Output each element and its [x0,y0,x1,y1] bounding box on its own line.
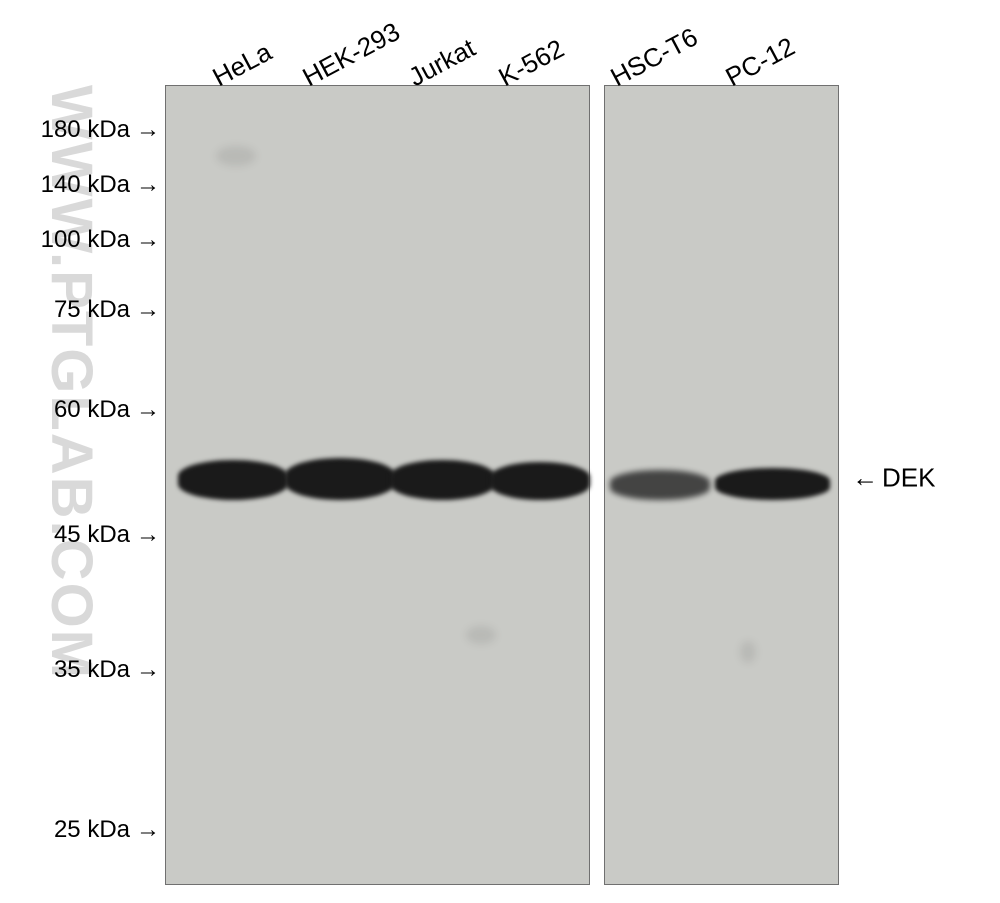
marker-60: 60 kDa → [54,396,160,424]
lane-label-pc12: PC-12 [720,31,800,93]
marker-label: 100 kDa [41,226,130,254]
arrow-right-icon: → [136,816,160,844]
marker-label: 45 kDa [54,521,130,549]
lane-label-jurkat: Jurkat [403,32,480,93]
band-k562 [490,462,590,500]
marker-label: 60 kDa [54,396,130,424]
marker-35: 35 kDa → [54,656,160,684]
protein-pointer: ← DEK [852,463,935,494]
arrow-right-icon: → [136,396,160,424]
band-hsct6 [610,470,710,500]
lane-label-hsct6: HSC-T6 [605,22,702,93]
marker-label: 180 kDa [41,116,130,144]
marker-label: 140 kDa [41,171,130,199]
arrow-right-icon: → [136,226,160,254]
marker-label: 75 kDa [54,296,130,324]
band-hek293 [285,458,395,500]
marker-75: 75 kDa → [54,296,160,324]
protein-label: DEK [882,463,935,494]
marker-label: 35 kDa [54,656,130,684]
western-blot-figure: WWW.PTGLAB.COM 180 kDa → 140 kDa → 100 k… [0,0,1000,903]
band-hela [178,460,288,500]
lane-labels: HeLa HEK-293 Jurkat K-562 HSC-T6 PC-12 [0,0,1000,100]
marker-140: 140 kDa → [41,171,160,199]
band-pc12 [715,468,830,500]
marker-180: 180 kDa → [41,116,160,144]
marker-45: 45 kDa → [54,521,160,549]
lane-label-hek293: HEK-293 [297,16,405,93]
arrow-right-icon: → [136,656,160,684]
marker-100: 100 kDa → [41,226,160,254]
lane-label-hela: HeLa [207,36,276,93]
arrow-right-icon: → [136,296,160,324]
band-jurkat [390,460,495,500]
arrow-right-icon: → [136,521,160,549]
arrow-left-icon: ← [852,463,878,494]
marker-25: 25 kDa → [54,816,160,844]
arrow-right-icon: → [136,116,160,144]
lane-label-k562: K-562 [493,33,569,93]
marker-label: 25 kDa [54,816,130,844]
arrow-right-icon: → [136,171,160,199]
